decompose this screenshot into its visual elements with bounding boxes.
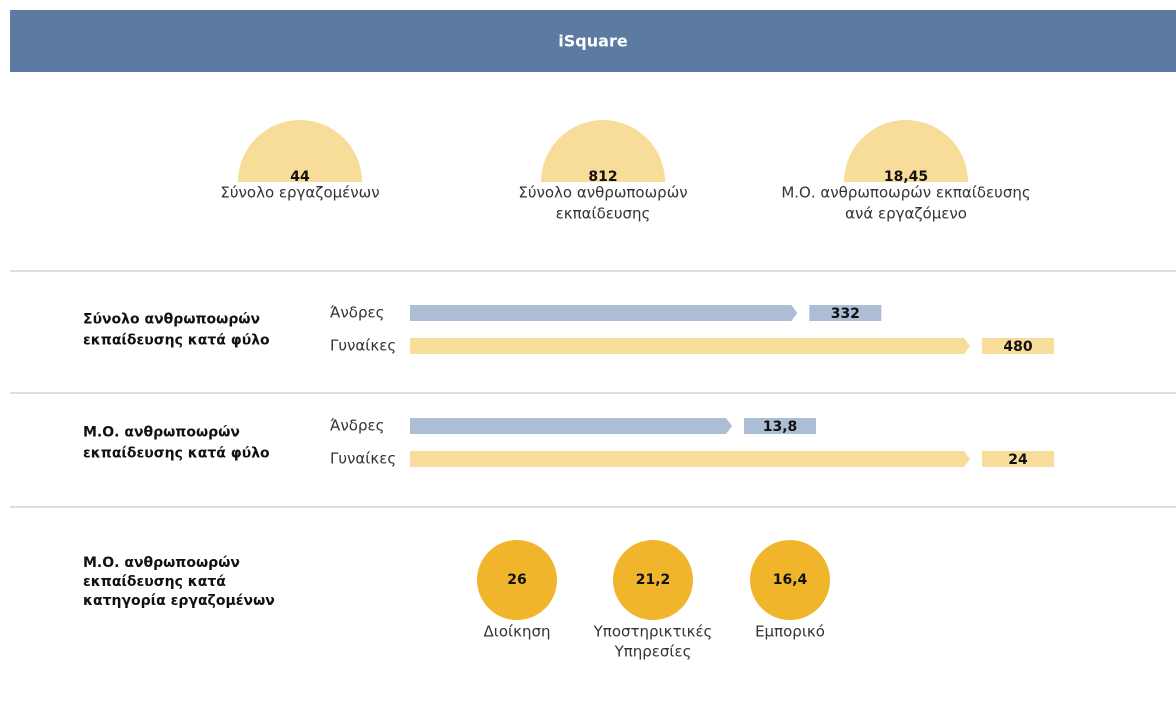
bar — [410, 305, 798, 321]
section-title: Μ.Ο. ανθρωποωρών — [83, 425, 240, 441]
section-title: Σύνολο ανθρωποωρών — [83, 312, 260, 328]
kpi-label: ανά εργαζόμενο — [845, 205, 967, 223]
bar-value: 332 — [831, 306, 860, 322]
section-title: Μ.Ο. ανθρωποωρών — [83, 555, 240, 571]
kpi-circle — [238, 120, 362, 182]
bar — [410, 418, 732, 434]
bar-category: Γυναίκες — [330, 450, 396, 468]
category-value: 26 — [507, 572, 526, 588]
bar — [410, 451, 970, 467]
category-circle — [750, 540, 830, 620]
kpi-value: 18,45 — [884, 169, 928, 185]
header-title: iSquare — [558, 32, 628, 51]
header-bar — [10, 10, 1176, 72]
category-label: Υπηρεσίες — [614, 643, 692, 661]
category-value: 16,4 — [773, 572, 808, 588]
bar-category: Γυναίκες — [330, 337, 396, 355]
kpi-value: 812 — [588, 169, 617, 185]
kpi-label: Μ.Ο. ανθρωποωρών εκπαίδευσης — [781, 184, 1030, 202]
category-label: Διοίκηση — [484, 623, 551, 641]
bar-value: 480 — [1003, 339, 1032, 355]
kpi-label: Σύνολο ανθρωποωρών — [518, 184, 687, 202]
section-title: εκπαίδευσης κατά — [83, 574, 226, 590]
category-label: Υποστηρικτικές — [593, 623, 713, 641]
value-box — [809, 305, 882, 321]
category-circle — [613, 540, 693, 620]
section-title: εκπαίδευσης κατά φύλο — [83, 446, 270, 462]
bar-category: Άνδρες — [330, 417, 384, 435]
value-box — [744, 418, 816, 434]
kpi-value: 44 — [290, 169, 310, 185]
bar-value: 24 — [1008, 452, 1028, 468]
bar-category: Άνδρες — [330, 304, 384, 322]
bar-value: 13,8 — [763, 419, 798, 435]
category-value: 21,2 — [636, 572, 671, 588]
section-title: κατηγορία εργαζομένων — [83, 593, 275, 609]
category-label: Εμπορικό — [755, 623, 825, 641]
kpi-circle — [541, 120, 665, 182]
kpi-label: Σύνολο εργαζομένων — [220, 184, 379, 202]
kpi-label: εκπαίδευσης — [556, 205, 651, 223]
kpi-circle — [844, 120, 968, 182]
section-title: εκπαίδευσης κατά φύλο — [83, 333, 270, 349]
value-box — [982, 338, 1054, 354]
category-circle — [477, 540, 557, 620]
value-box — [982, 451, 1054, 467]
bar — [410, 338, 970, 354]
